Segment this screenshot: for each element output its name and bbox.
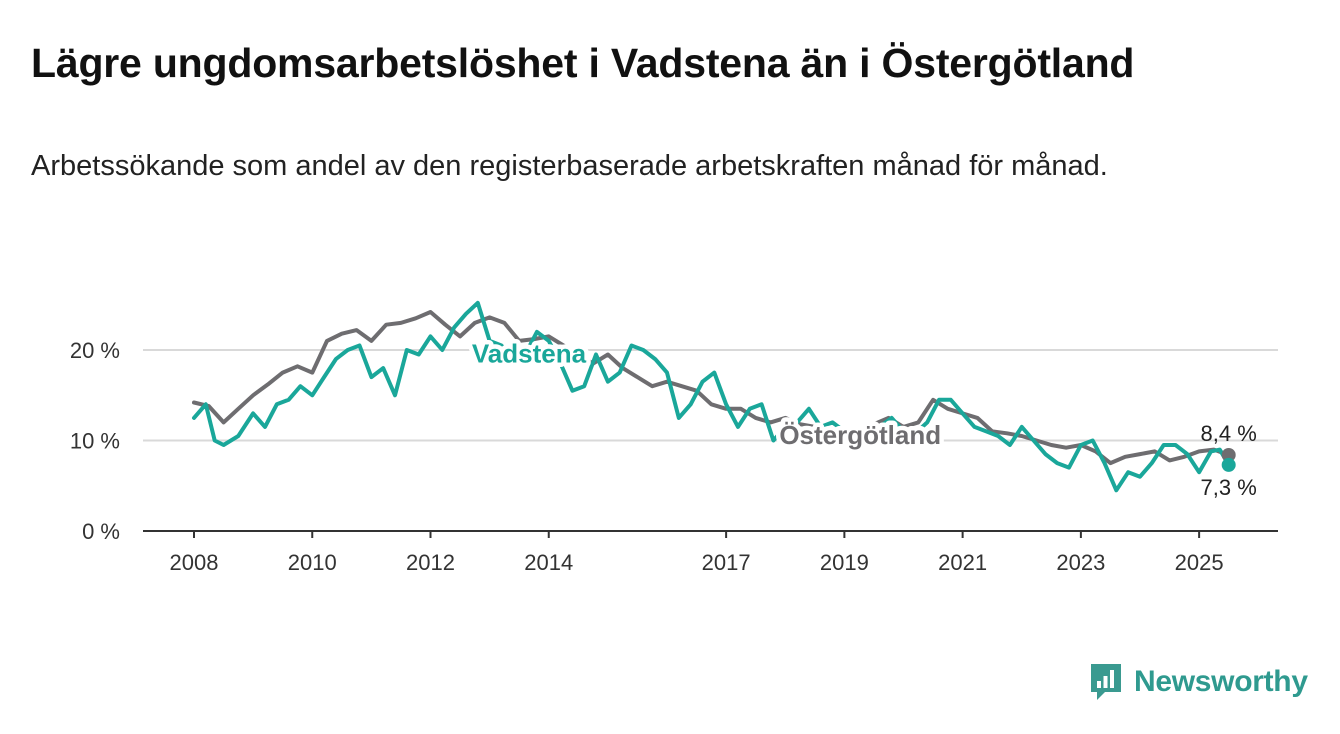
x-tick-label: 2019 bbox=[820, 550, 869, 575]
series-name-label-vadstena: Vadstena bbox=[472, 339, 587, 369]
x-tick-label: 2017 bbox=[702, 550, 751, 575]
x-tick-label: 2025 bbox=[1175, 550, 1224, 575]
y-tick-label: 0 % bbox=[82, 519, 120, 544]
end-value-label-vadstena: 7,3 % bbox=[1201, 475, 1257, 500]
series-name-label-ostergotland: Östergötland bbox=[779, 420, 941, 450]
series-line-ostergotland bbox=[192, 310, 1231, 466]
x-tick-label: 2014 bbox=[524, 550, 573, 575]
y-tick-label: 20 % bbox=[70, 338, 120, 363]
x-tick-label: 2010 bbox=[288, 550, 337, 575]
newsworthy-logo-icon bbox=[1091, 664, 1121, 700]
x-tick-label: 2021 bbox=[938, 550, 987, 575]
x-tick-label: 2008 bbox=[170, 550, 219, 575]
newsworthy-brand[interactable]: Newsworthy bbox=[1088, 662, 1308, 702]
series-line-vadstena bbox=[192, 300, 1231, 493]
x-tick-label: 2023 bbox=[1056, 550, 1105, 575]
series-end-point-vadstena bbox=[1221, 457, 1236, 472]
y-tick-label: 10 % bbox=[70, 429, 120, 454]
series-end-point-ostergotland bbox=[1221, 447, 1236, 462]
chart-subtitle: Arbetssökande som andel av den registerb… bbox=[31, 150, 1108, 182]
end-value-label-ostergotland: 8,4 % bbox=[1201, 421, 1257, 446]
x-tick-label: 2012 bbox=[406, 550, 455, 575]
brand-name: Newsworthy bbox=[1134, 665, 1308, 698]
chart-title: Lägre ungdomsarbetslöshet i Vadstena än … bbox=[31, 40, 1135, 86]
